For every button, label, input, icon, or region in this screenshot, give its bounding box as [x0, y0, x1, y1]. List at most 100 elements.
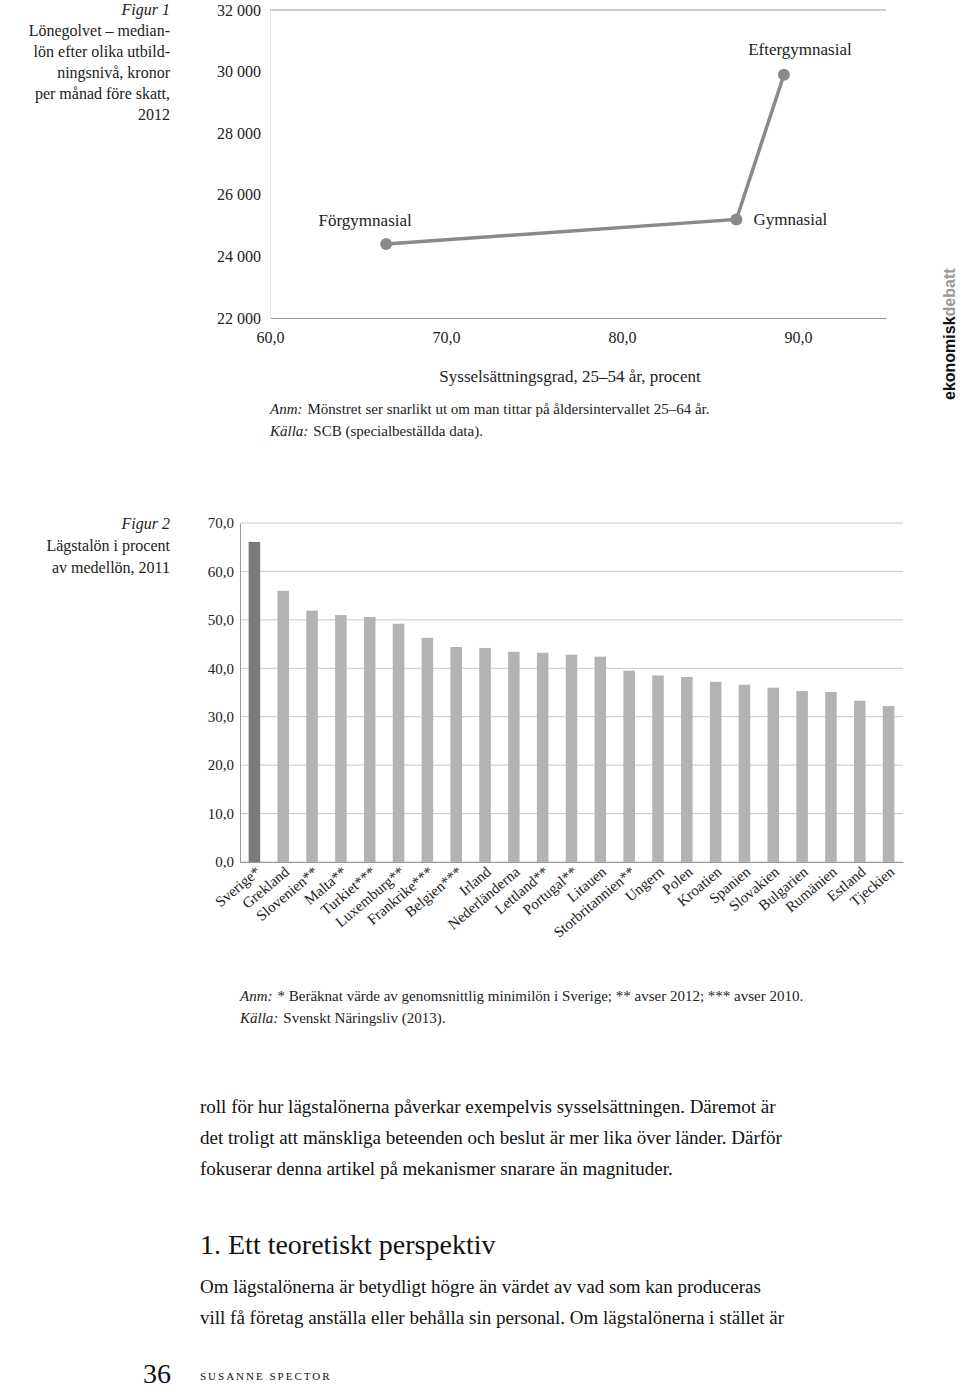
paragraph-line: roll för hur lägstalönerna påverkar exem… [200, 1096, 776, 1117]
bar [768, 688, 780, 862]
tick-label: 70,0 [433, 329, 461, 346]
bar [335, 615, 347, 862]
tick-label: 60,0 [257, 329, 285, 346]
tick-label: 30,0 [208, 709, 234, 725]
x-axis-title: Sysselsättningsgrad, 25–54 år, procent [439, 367, 701, 386]
section-heading: 1. Ett teoretiskt perspektiv [200, 1229, 496, 1260]
tick: 22 000 [217, 310, 270, 327]
tick-label: 32 000 [217, 2, 261, 19]
body-text: roll för hur lägstalönerna påverkar exem… [200, 1096, 785, 1328]
note-text: * Beräknat värde av genomsnittlig minimi… [278, 988, 804, 1004]
bar [450, 647, 462, 862]
x-axis: Sverige*GreklandSlovenien**Malta**Turkie… [212, 863, 903, 941]
x-axis: 60,070,080,090,0 [257, 318, 887, 346]
tick: 60,0 [208, 564, 240, 580]
point-label: Gymnasial [754, 210, 828, 229]
paragraph-line: fokuserar denna artikel på mekanismer sn… [200, 1158, 673, 1179]
tick: 70,0 [208, 515, 240, 531]
tick-label: Storbritannien** [551, 863, 639, 940]
side-logo: ekonomiskdebatt [941, 268, 958, 400]
paragraph-line: vill få företag anställa eller behålla s… [200, 1307, 785, 1328]
source-label: Källa: [239, 1010, 278, 1026]
chart-title: per månad före skatt, [35, 85, 170, 103]
bar [796, 691, 808, 862]
figure-2: Figur 2Lägstalön i procentav medellön, 2… [46, 515, 903, 1027]
axis-line [270, 11, 271, 319]
bar [595, 657, 607, 862]
chart-title: ningsnivå, kronor [57, 64, 171, 82]
plot-area [380, 69, 790, 250]
tick-label: 10,0 [208, 806, 234, 822]
tick: 50,0 [208, 612, 240, 628]
tick: 30 000 [217, 63, 270, 80]
chart-title: Lönegolvet – median- [29, 22, 170, 40]
tick: 40,0 [208, 661, 240, 677]
page-number: 36 [143, 1358, 171, 1388]
tick-label: 60,0 [208, 564, 234, 580]
figure-1: Figur 1Lönegolvet – median-lön efter oli… [29, 1, 887, 440]
note-label: Anm: [239, 988, 273, 1004]
axis-line [241, 862, 904, 863]
source-text: SCB (specialbeställda data). [313, 423, 483, 440]
tick: 20,0 [208, 757, 240, 773]
chart-title: 2012 [138, 106, 170, 123]
note: Anm: Mönstret ser snarlikt ut om man titt… [269, 401, 709, 417]
tick: Tjeckien [847, 863, 898, 909]
bar [364, 617, 376, 862]
bar [537, 653, 549, 862]
y-axis: 0,0 10,0 20,0 30,0 40,0 50,0 60,0 70,0 [208, 515, 241, 870]
bar [277, 591, 289, 862]
running-author: SUSANNE SPECTOR [200, 1370, 332, 1382]
tick: 0,0 [215, 854, 240, 870]
paragraph-line: det troligt att mänskliga beteenden och … [200, 1127, 783, 1148]
note: Anm: * Beräknat värde av genomsnittlig mi… [239, 988, 803, 1004]
tick-label: 0,0 [215, 854, 234, 870]
axis-line [240, 524, 241, 863]
bar [249, 542, 261, 862]
tick: 80,0 [609, 318, 637, 346]
tick-label: 70,0 [208, 515, 234, 531]
bar [854, 701, 866, 862]
note-label: Anm: [269, 401, 303, 417]
source-text: Svenskt Näringsliv (2013). [283, 1010, 445, 1027]
paragraph-line: Om lägstalönerna är betydligt högre än v… [200, 1276, 761, 1297]
tick: 30,0 [208, 709, 240, 725]
tick-label: Tjeckien [847, 863, 898, 909]
bar [566, 655, 578, 862]
bar [422, 638, 434, 862]
chart-title: lön efter olika utbild- [34, 43, 170, 60]
tick-label: 22 000 [217, 310, 261, 327]
plot-frame [270, 10, 886, 11]
tick-label: 40,0 [208, 661, 234, 677]
tick-label: 24 000 [217, 248, 261, 265]
tick: 32 000 [217, 2, 270, 19]
tick: 26 000 [217, 186, 270, 203]
chart-title: av medellön, 2011 [52, 559, 170, 576]
logo-part: debatt [941, 268, 958, 317]
bar [681, 677, 693, 862]
bar [306, 611, 318, 862]
grid-line [240, 523, 903, 524]
point-label: Förgymnasial [319, 211, 412, 230]
y-axis: 22 000 24 000 26 000 28 000 30 000 32 000 [217, 2, 271, 327]
bar [393, 624, 405, 862]
tick: 24 000 [217, 248, 270, 265]
tick: 28 000 [217, 125, 270, 142]
bar [710, 682, 722, 862]
page: Figur 1Lönegolvet – median-lön efter oli… [0, 0, 960, 1388]
tick-label: 50,0 [208, 612, 234, 628]
source: Källa: SCB (specialbeställda data). [269, 423, 483, 440]
tick-label: 30 000 [217, 63, 261, 80]
bar [623, 671, 635, 862]
data-point [730, 213, 742, 225]
bar [508, 652, 520, 862]
tick: Storbritannien** [551, 863, 639, 940]
plot-area [249, 542, 895, 862]
bar [825, 692, 837, 862]
figure-label: Figur 2 [121, 515, 170, 533]
data-line [386, 75, 784, 244]
source-label: Källa: [269, 423, 308, 439]
grid-line [240, 571, 903, 572]
note-text: Mönstret ser snarlikt ut om man tittar p… [308, 401, 710, 417]
tick-label: 26 000 [217, 186, 261, 203]
